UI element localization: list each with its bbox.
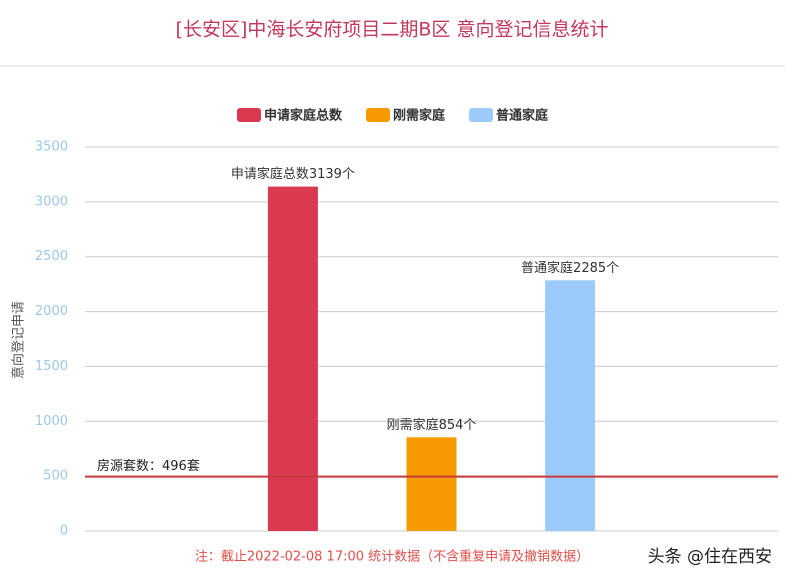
legend-swatch [366, 108, 391, 122]
bar [406, 437, 457, 531]
legend-label: 刚需家庭 [393, 108, 446, 124]
chart-title: [长安区]中海长安府项目二期B区 意向登记信息统计 [176, 19, 609, 41]
y-tick-label: 1000 [35, 414, 68, 429]
bar [545, 280, 596, 531]
y-tick-label: 3000 [35, 194, 68, 209]
y-tick-label: 3500 [35, 140, 68, 155]
footnote: 注：截止2022-02-08 17:00 统计数据（不含重复申请及撤销数据） [195, 549, 589, 565]
legend-label: 普通家庭 [496, 108, 549, 124]
legend-swatch [469, 108, 494, 122]
y-tick-label: 0 [60, 524, 68, 539]
legend-label: 申请家庭总数 [264, 108, 343, 124]
data-label: 刚需家庭854个 [387, 417, 477, 433]
reference-label: 房源套数：496套 [97, 458, 200, 474]
y-tick-label: 2500 [35, 249, 68, 264]
bar [267, 186, 318, 531]
data-label: 普通家庭2285个 [521, 260, 619, 276]
y-tick-label: 500 [43, 469, 68, 484]
y-tick-label: 1500 [35, 359, 68, 374]
legend-swatch [237, 108, 261, 122]
data-label: 申请家庭总数3139个 [231, 166, 355, 182]
y-axis-label: 意向登记申请 [11, 301, 27, 379]
y-tick-label: 2000 [35, 304, 68, 319]
watermark: 头条 @住在西安 [648, 547, 772, 567]
